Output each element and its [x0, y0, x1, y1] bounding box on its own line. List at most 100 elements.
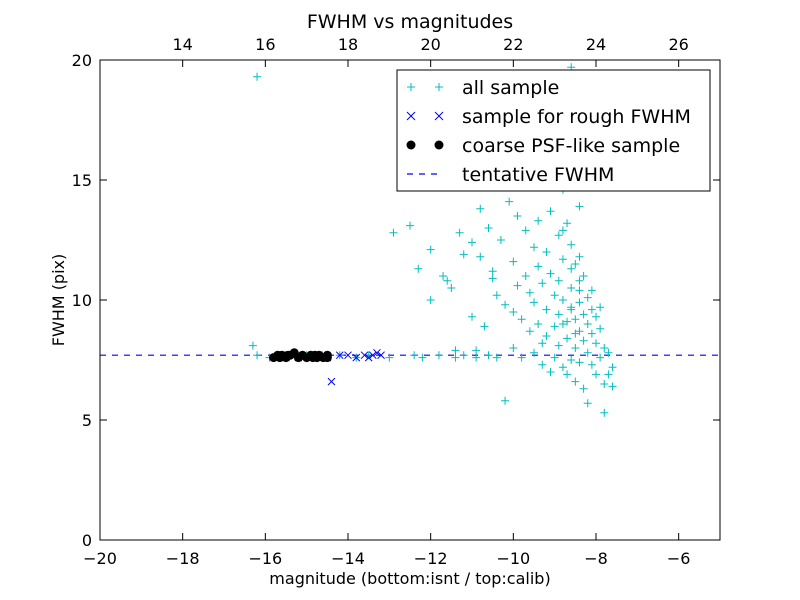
all-sample-point	[443, 276, 452, 285]
all-sample-point	[517, 353, 526, 362]
x-tick-label: −10	[496, 549, 530, 568]
x-tick-label: −6	[667, 549, 691, 568]
all-sample-point	[521, 272, 530, 280]
all-sample-point	[468, 238, 476, 247]
all-sample-point	[472, 346, 481, 355]
all-sample-point	[509, 308, 518, 316]
all-sample-point	[575, 252, 584, 261]
all-sample-point	[554, 341, 563, 350]
rough-fwhm-point	[377, 351, 385, 360]
all-sample-point	[496, 236, 505, 244]
legend-label: all sample	[462, 77, 559, 99]
all-sample-point	[608, 363, 617, 372]
top-tick-label: 18	[338, 35, 358, 54]
all-sample-point	[567, 356, 576, 364]
all-sample-point	[488, 274, 497, 283]
all-sample-point	[600, 408, 609, 417]
all-sample-point	[426, 296, 435, 304]
all-sample-point	[426, 245, 435, 254]
all-sample-point	[525, 288, 534, 297]
legend-marker-all-sample	[435, 83, 443, 91]
all-sample-point	[534, 262, 543, 271]
rough-fwhm-point	[327, 377, 336, 386]
all-sample-point	[505, 197, 514, 206]
all-sample-point	[592, 339, 600, 348]
all-sample-point	[513, 212, 522, 220]
all-sample-point	[596, 303, 605, 312]
all-sample-point	[406, 221, 414, 230]
x-tick-label: −12	[414, 549, 448, 568]
psf-like-point	[322, 353, 332, 363]
legend-marker-psf	[434, 140, 444, 150]
rough-fwhm-point	[373, 348, 381, 357]
all-sample-point	[538, 279, 547, 288]
all-sample-point	[579, 310, 588, 319]
all-sample-point	[253, 351, 262, 360]
all-sample-point	[596, 353, 605, 362]
all-sample-point	[484, 224, 493, 232]
all-sample-point	[451, 346, 460, 355]
all-sample-point	[592, 370, 600, 379]
all-sample-point	[604, 348, 613, 357]
all-sample-point	[542, 248, 551, 256]
y-tick-label: 5	[82, 411, 92, 430]
all-sample-point	[509, 257, 518, 266]
all-sample-point	[558, 226, 567, 235]
all-sample-point	[534, 216, 543, 225]
all-sample-point	[530, 243, 538, 252]
all-sample-point	[575, 286, 584, 295]
all-sample-point	[563, 219, 572, 228]
all-sample-point	[571, 260, 580, 268]
all-sample-point	[583, 320, 592, 328]
all-sample-point	[513, 281, 522, 290]
all-sample-point	[558, 255, 567, 264]
all-sample-point	[538, 360, 547, 369]
all-sample-point	[600, 344, 609, 352]
all-sample-point	[476, 204, 485, 213]
top-tick-label: 26	[668, 35, 688, 54]
top-tick-label: 14	[172, 35, 192, 54]
all-sample-point	[459, 351, 468, 360]
all-sample-point	[501, 396, 510, 405]
top-tick-label: 22	[503, 35, 523, 54]
all-sample-point	[534, 320, 543, 328]
all-sample-point	[385, 353, 394, 362]
rough-fwhm-point	[352, 353, 361, 362]
all-sample-point	[521, 226, 530, 235]
x-axis-label: magnitude (bottom:isnt / top:calib)	[269, 569, 550, 588]
top-tick-label: 24	[586, 35, 606, 54]
y-tick-label: 20	[72, 51, 92, 70]
all-sample-point	[563, 370, 572, 379]
all-sample-point	[480, 322, 489, 331]
top-tick-label: 16	[255, 35, 275, 54]
all-sample-point	[575, 276, 584, 285]
all-sample-point	[459, 250, 468, 259]
all-sample-point	[418, 353, 427, 362]
rough-fwhm-point	[364, 353, 373, 362]
legend-marker-rough	[406, 111, 416, 121]
all-sample-point	[472, 353, 481, 362]
all-sample-point	[571, 377, 580, 386]
all-sample-point	[439, 272, 448, 280]
all-sample-point	[608, 382, 617, 391]
all-sample-point	[571, 315, 580, 324]
all-sample-point	[575, 358, 584, 367]
all-sample-point	[604, 370, 613, 379]
all-sample-point	[253, 72, 262, 81]
rough-fwhm-point	[335, 351, 344, 360]
all-sample-point	[587, 360, 596, 369]
all-sample-point	[583, 348, 592, 357]
all-sample-point	[538, 339, 547, 348]
all-sample-point	[414, 264, 423, 273]
all-sample-point	[579, 384, 588, 393]
legend-label: coarse PSF-like sample	[462, 135, 680, 157]
all-sample-point	[567, 284, 576, 292]
all-sample-point	[488, 267, 497, 276]
all-sample-point	[476, 252, 485, 261]
legend: all sample sample for rough FWHM coarse PS…	[396, 69, 711, 192]
all-sample-point	[554, 276, 563, 285]
all-sample-point	[525, 327, 534, 336]
all-sample-point	[558, 296, 567, 304]
all-sample-point	[501, 300, 510, 309]
top-tick-label: 20	[420, 35, 440, 54]
